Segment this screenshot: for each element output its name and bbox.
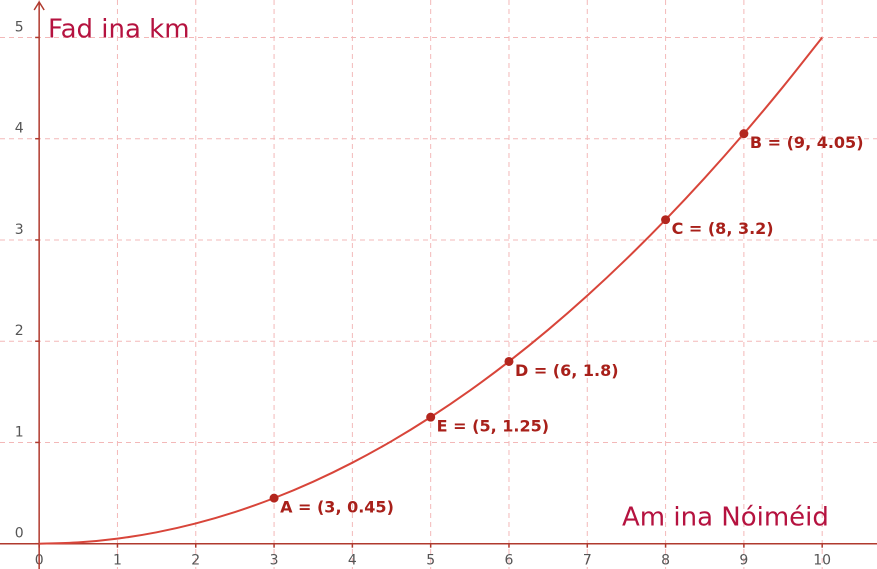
y-tick-label: 2 [15,323,24,339]
point [426,412,436,422]
point [504,356,514,366]
x-tick-label: 5 [426,553,435,569]
x-tick-label: 8 [661,553,670,569]
y-tick-label: 3 [15,222,24,238]
y-tick-label: 1 [15,424,24,440]
y-axis-title: Fad ina km [48,15,190,45]
point-label: A = (3, 0.45) [280,498,394,517]
point-label: B = (9, 4.05) [750,133,864,152]
x-tick-label: 4 [348,553,357,569]
x-axis-title: Am ina Nóiméid [622,503,829,533]
y-tick-label: 5 [15,19,24,35]
x-tick-label: 3 [270,553,279,569]
point [739,129,749,139]
marks: A = (3, 0.45) E = (5, 1.25) D = (6, 1.8) C … [39,36,864,545]
x-tick-label: 6 [505,553,514,569]
x-tick-label: 9 [739,553,748,569]
point-label: D = (6, 1.8) [515,361,619,380]
y-axis-arrow [33,0,45,11]
y-tick-label: 4 [15,121,24,137]
x-tick-label: 10 [813,553,831,569]
point-label: E = (5, 1.25) [437,417,549,436]
x-tick-label: 1 [113,553,122,569]
point [269,493,279,503]
x-tick-label: 7 [583,553,592,569]
x-tick-label: 2 [191,553,200,569]
point-label: C = (8, 3.2) [672,219,774,238]
y-tick-label: 0 [15,526,24,542]
point [661,215,671,225]
